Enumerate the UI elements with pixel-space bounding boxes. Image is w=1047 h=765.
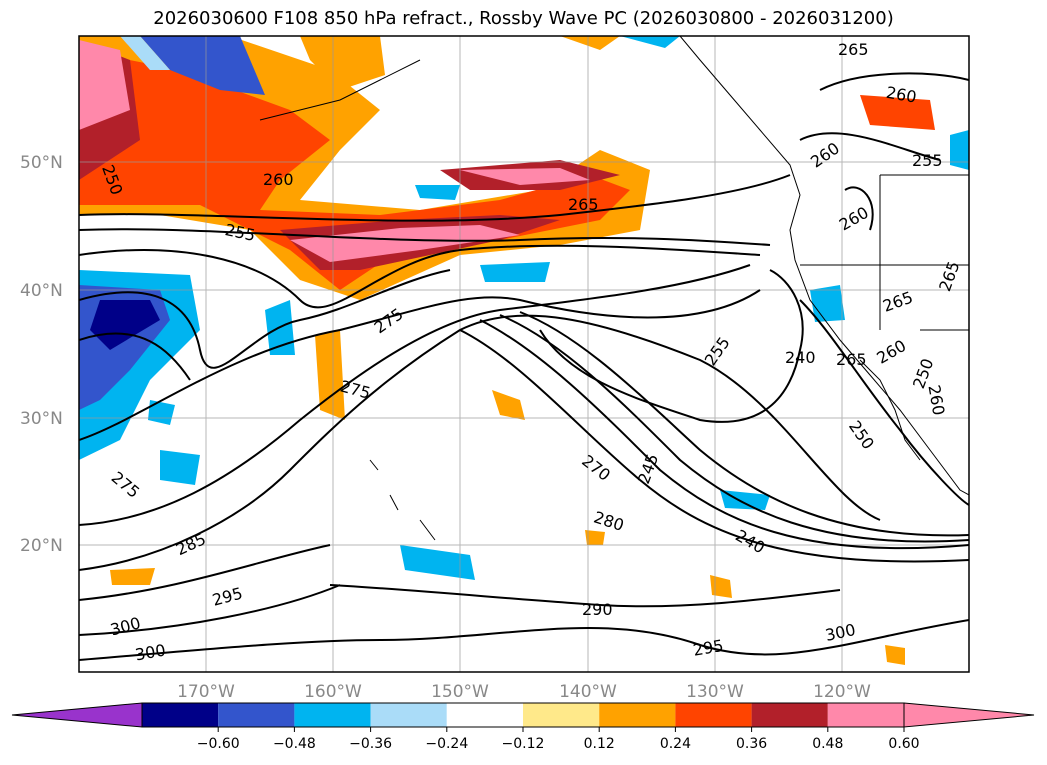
shade-positive-blobs xyxy=(110,330,905,665)
shade-orange-top xyxy=(300,36,620,90)
colorbar-segment xyxy=(599,703,676,727)
graticule xyxy=(79,36,969,672)
shade-negative-top xyxy=(140,36,265,95)
colorbar-tick-label: −0.48 xyxy=(273,736,316,752)
plot-frame xyxy=(78,35,970,673)
lon-label: 150°W xyxy=(431,682,489,702)
lat-label: 30°N xyxy=(20,409,63,429)
colorbar-segment xyxy=(675,703,752,727)
colorbar-tick-label: 0.36 xyxy=(736,736,767,752)
shading-layer xyxy=(79,36,969,665)
latitude-labels: 50°N 40°N 30°N 20°N xyxy=(20,153,63,556)
colorbar-tick-label: 0.48 xyxy=(812,736,843,752)
colorbar-segment xyxy=(142,703,219,727)
colorbar-extend-min xyxy=(11,702,143,728)
colorbar-segment xyxy=(751,703,828,727)
lon-label: 120°W xyxy=(813,682,871,702)
lat-label: 50°N xyxy=(20,153,63,173)
colorbar-segment xyxy=(218,703,295,727)
contour-label: 265 xyxy=(836,350,867,369)
contour-label: 240 xyxy=(785,348,816,367)
shade-orange-east xyxy=(860,95,935,130)
colorbar-tick-label: 0.12 xyxy=(584,736,615,752)
map-plot-area: 250 260 255 265 275 275 275 285 295 300 … xyxy=(79,36,969,672)
lon-label: 170°W xyxy=(177,682,235,702)
contours xyxy=(79,72,969,661)
colorbar-tick-label: 0.24 xyxy=(660,736,691,752)
colorbar-tick-label: 0.60 xyxy=(888,736,919,752)
aleutians xyxy=(259,59,421,121)
longitude-labels: 170°W 160°W 150°W 140°W 130°W 120°W xyxy=(177,682,871,702)
contour-label: 265 xyxy=(838,40,869,59)
coastline-baja xyxy=(859,359,921,461)
border-lines xyxy=(800,174,969,331)
lon-label: 140°W xyxy=(559,682,617,702)
colorbar-tick-label: −0.36 xyxy=(349,736,392,752)
coastlines xyxy=(259,36,969,541)
colorbar-segment xyxy=(523,703,600,727)
colorbar-segment xyxy=(370,703,447,727)
map-title: 2026030600 F108 850 hPa refract., Rossby… xyxy=(153,8,894,29)
colorbar-segment xyxy=(827,703,904,727)
shade-negative-top-light xyxy=(120,36,170,70)
colorbar-tick-label: −0.24 xyxy=(425,736,468,752)
contour-label: 255 xyxy=(912,151,943,170)
colorbar: −0.60 −0.48 −0.36 −0.24 −0.12 0.12 0.24 0.36 0.4… xyxy=(11,702,1035,752)
colorbar-extend-max xyxy=(903,702,1035,728)
coastline-north-america xyxy=(679,36,969,496)
shade-negative-west-core xyxy=(90,300,160,350)
colorbar-segment xyxy=(294,703,371,727)
hawaii-islands xyxy=(369,459,436,541)
lat-label: 20°N xyxy=(20,536,63,556)
colorbar-segment xyxy=(446,703,523,727)
contour-label: 260 xyxy=(263,170,294,189)
lon-label: 160°W xyxy=(304,682,362,702)
lon-label: 130°W xyxy=(686,682,744,702)
lat-label: 40°N xyxy=(20,281,63,301)
colorbar-tick-label: −0.60 xyxy=(197,736,240,752)
colorbar-tick-label: −0.12 xyxy=(502,736,545,752)
contour-label: 290 xyxy=(582,600,613,619)
contour-label: 265 xyxy=(568,195,599,214)
